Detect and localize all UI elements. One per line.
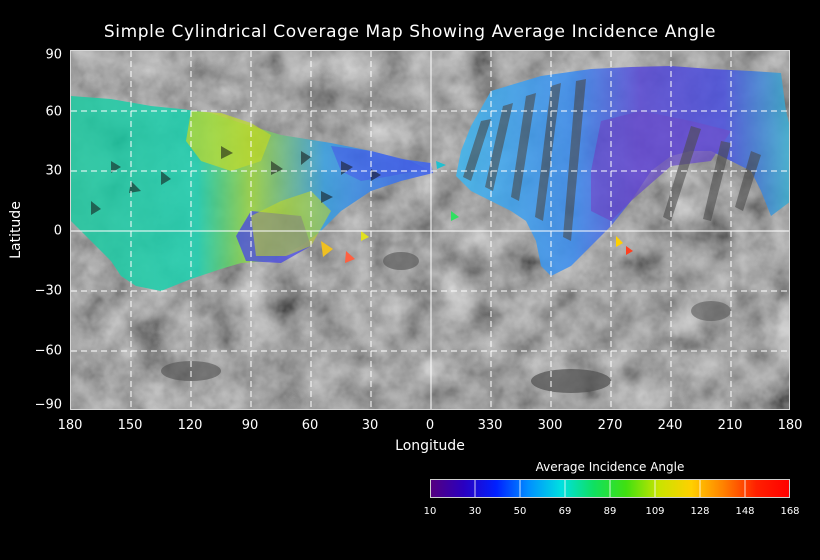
x-tick-label: 330 bbox=[477, 418, 503, 433]
legend-tick-label: 10 bbox=[423, 506, 437, 517]
y-tick-label: −30 bbox=[34, 283, 62, 299]
x-tick-label: 180 bbox=[57, 418, 83, 433]
legend-tick-label: 109 bbox=[645, 506, 665, 517]
x-tick-label: 60 bbox=[301, 418, 319, 433]
legend-title: Average Incidence Angle bbox=[535, 460, 685, 474]
orbit-track-gaps bbox=[463, 79, 761, 241]
x-tick-label: 210 bbox=[717, 418, 743, 433]
y-axis-title: Latitude bbox=[8, 201, 24, 259]
y-tick-label: −90 bbox=[34, 397, 62, 413]
x-tick-label: 180 bbox=[777, 418, 803, 433]
legend-tick-label: 89 bbox=[603, 506, 617, 517]
x-tick-label: 30 bbox=[361, 418, 379, 433]
y-tick-label: 60 bbox=[45, 104, 62, 120]
x-tick-label: 150 bbox=[117, 418, 143, 433]
sparse-coverage-specks bbox=[321, 161, 633, 263]
legend-tick-label: 168 bbox=[780, 506, 800, 517]
y-tick-label: 90 bbox=[45, 47, 62, 63]
legend-tick-label: 69 bbox=[558, 506, 572, 517]
x-tick-label: 240 bbox=[657, 418, 683, 433]
x-tick-label: 270 bbox=[597, 418, 623, 433]
legend-tick-label: 30 bbox=[468, 506, 482, 517]
legend-tick-label: 50 bbox=[513, 506, 527, 517]
legend-tick-label: 128 bbox=[690, 506, 710, 517]
legend-tick-label: 148 bbox=[735, 506, 755, 517]
map-title: Simple Cylindrical Coverage Map Showing … bbox=[103, 22, 717, 42]
x-tick-label: 0 bbox=[425, 418, 435, 433]
y-tick-label: −60 bbox=[34, 343, 62, 359]
colorbar-canvas bbox=[431, 480, 789, 497]
x-tick-label: 300 bbox=[537, 418, 563, 433]
map-canvas bbox=[71, 51, 789, 409]
colorbar-dividers bbox=[474, 480, 746, 497]
x-tick-label: 90 bbox=[241, 418, 259, 433]
y-tick-label: 0 bbox=[53, 223, 62, 239]
west-coverage-region bbox=[71, 96, 433, 291]
x-axis-title: Longitude bbox=[395, 438, 465, 454]
x-tick-label: 120 bbox=[177, 418, 203, 433]
lat-lon-grid bbox=[71, 51, 789, 409]
coverage-map[interactable] bbox=[70, 50, 790, 410]
legend-colorbar bbox=[430, 479, 790, 498]
y-tick-label: 30 bbox=[45, 163, 62, 179]
